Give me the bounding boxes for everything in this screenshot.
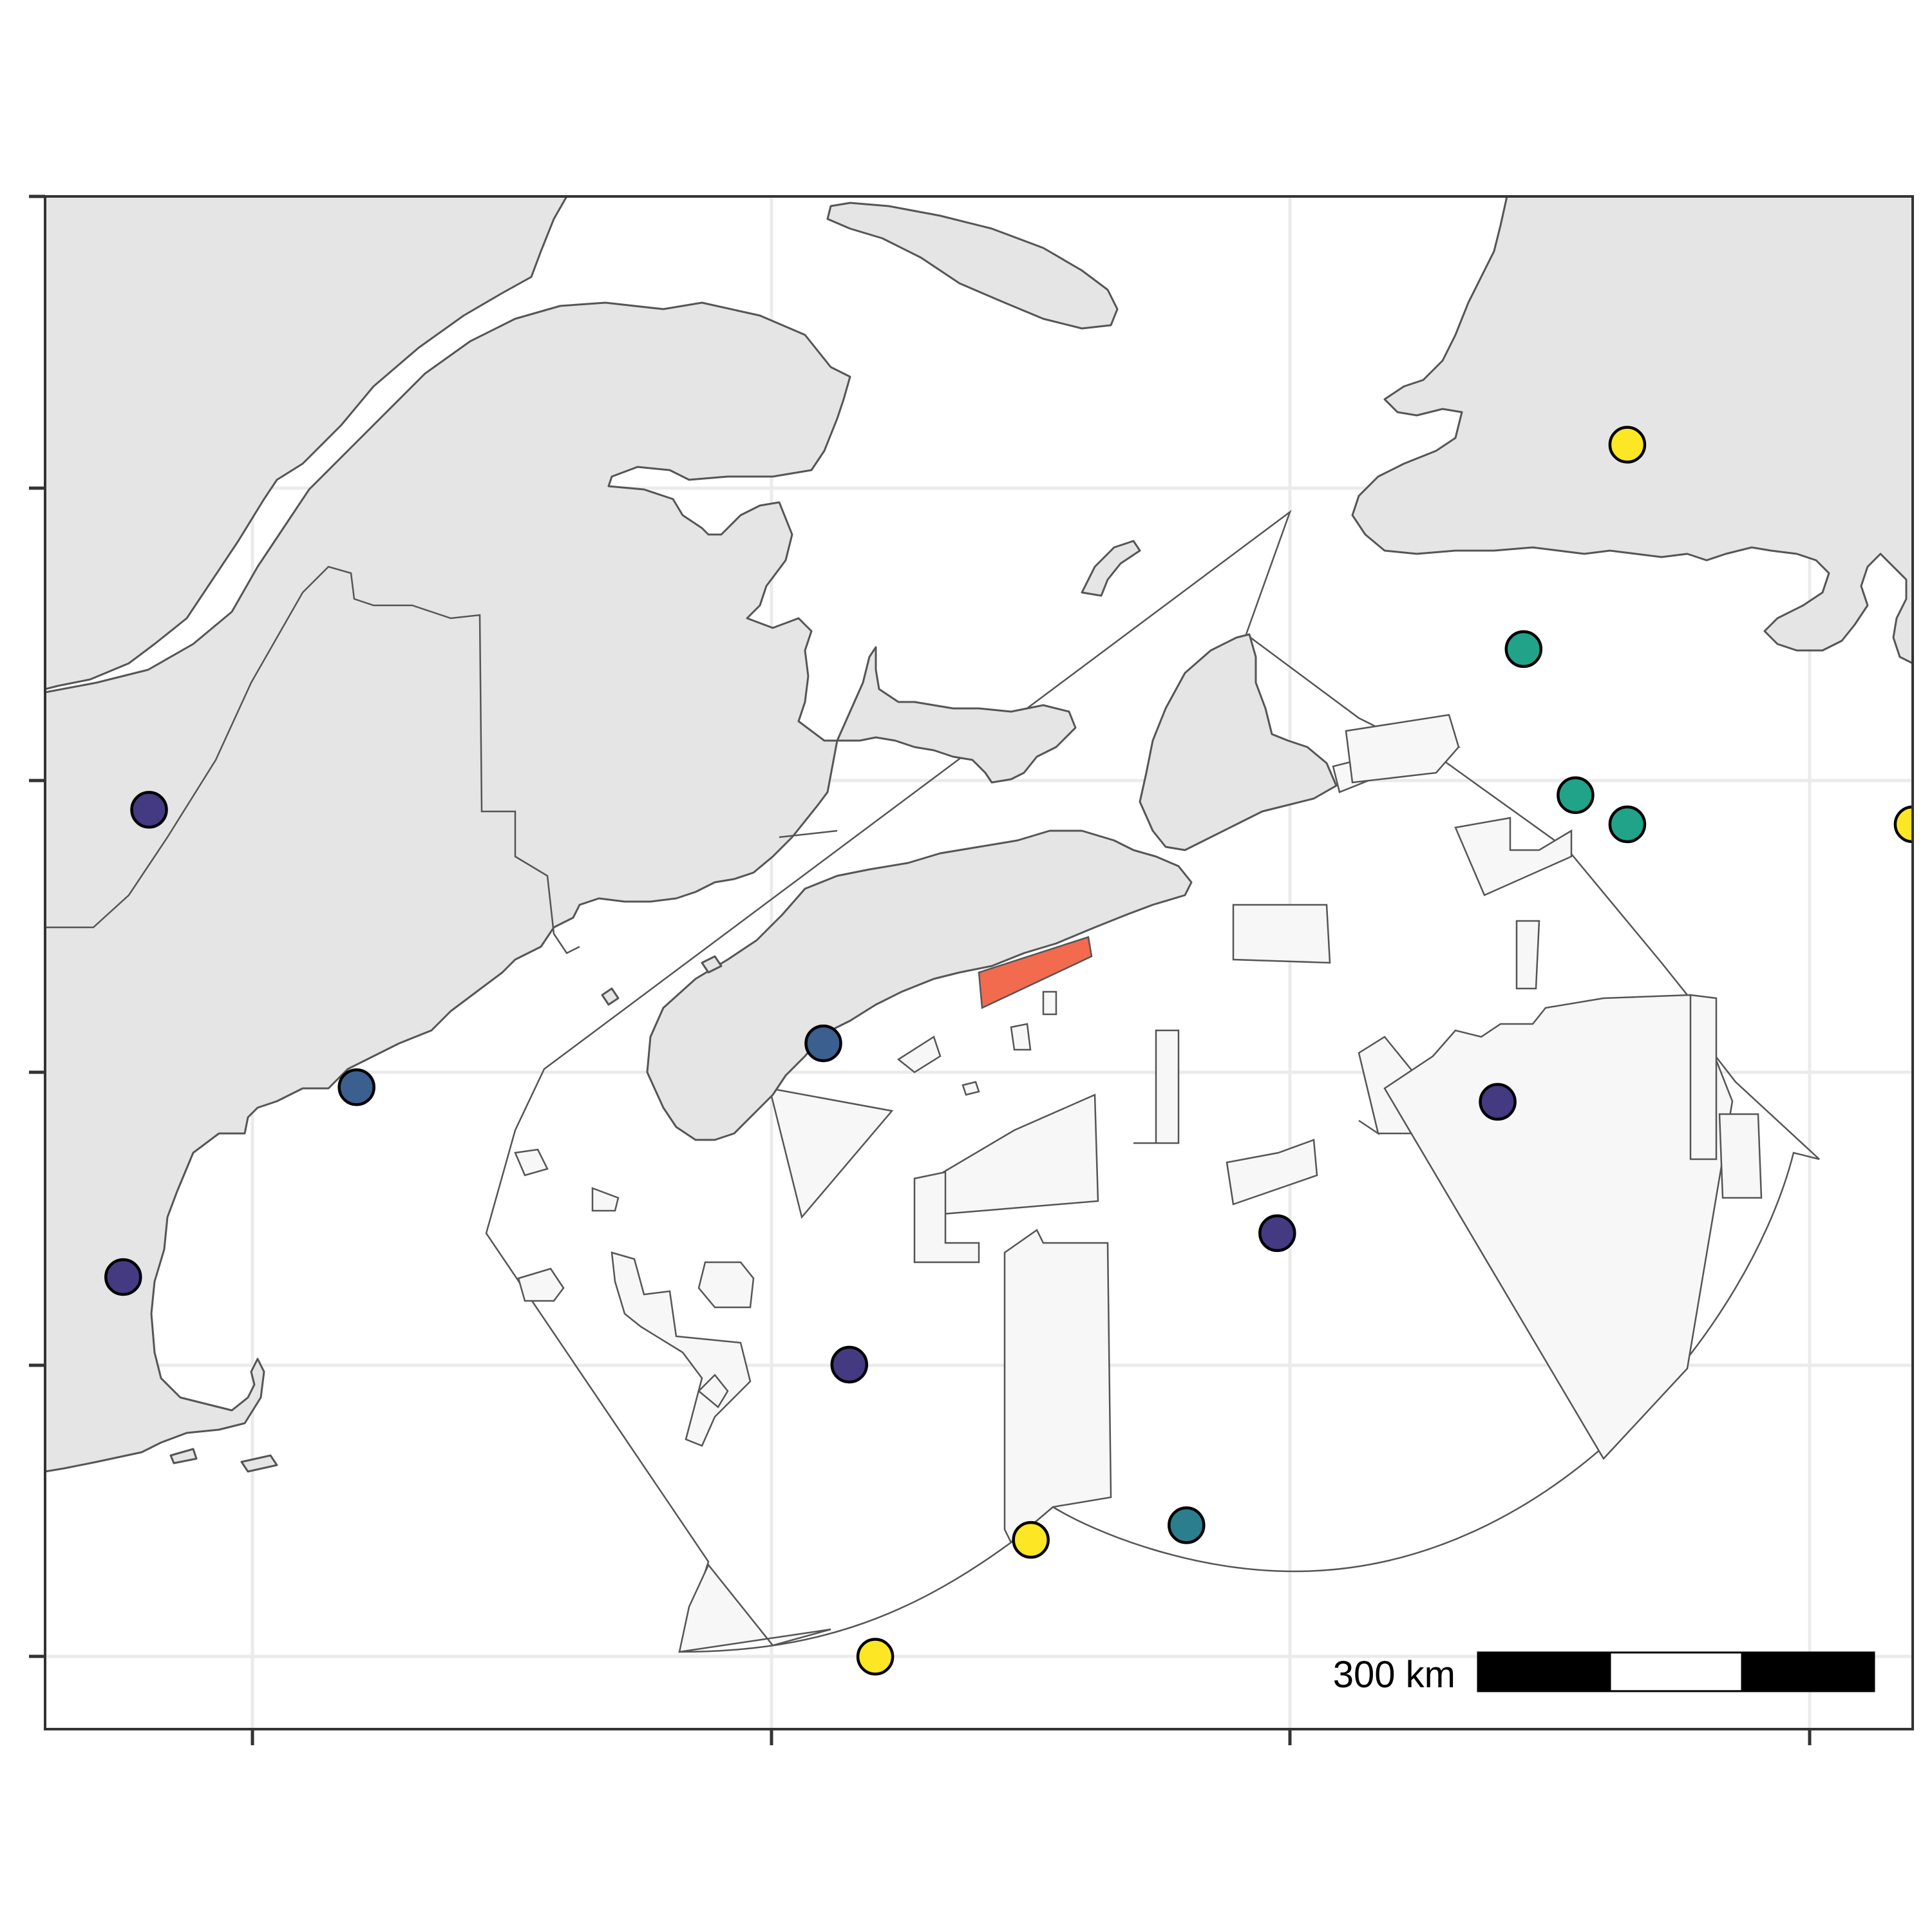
closed-area xyxy=(961,1081,980,1096)
closed-area xyxy=(1232,904,1331,964)
closed-area xyxy=(1689,994,1718,1160)
scale-bar-segment xyxy=(1477,1651,1611,1692)
boundary-quebec-maine xyxy=(45,565,580,954)
site-marker xyxy=(1012,1520,1050,1559)
closed-area xyxy=(1042,990,1057,1016)
closed-area xyxy=(896,1036,942,1074)
scale-bar-segment xyxy=(1741,1651,1875,1692)
land-anticosti-island xyxy=(826,202,1119,330)
land-small-island xyxy=(601,987,620,1006)
land-marthas-vineyard xyxy=(169,1448,198,1464)
land-small-island xyxy=(701,955,723,974)
closed-areas xyxy=(514,714,1763,1653)
closed-area xyxy=(517,1267,565,1302)
closed-area xyxy=(1454,817,1573,896)
closed-area xyxy=(1515,920,1540,990)
site-marker xyxy=(1258,1214,1296,1253)
land-nova-scotia xyxy=(646,829,1193,1141)
land-mainland xyxy=(45,301,851,1473)
site-marker xyxy=(804,1024,842,1063)
closed-area xyxy=(1345,714,1460,784)
scale-bar-segment xyxy=(1609,1651,1743,1692)
study-area-outline xyxy=(485,509,1820,1653)
land-prince-edward-island xyxy=(836,646,1077,784)
site-marker xyxy=(1504,630,1543,668)
site-marker xyxy=(104,1258,142,1296)
site-marker xyxy=(1608,426,1647,464)
closed-area xyxy=(1010,1023,1032,1051)
closed-area xyxy=(768,1087,894,1219)
land-cape-breton xyxy=(1139,633,1338,851)
scale-bar: 300 km xyxy=(1333,1651,1875,1696)
sampling-sites xyxy=(104,426,1913,1676)
closed-area xyxy=(514,1148,549,1177)
site-marker xyxy=(1168,1506,1206,1544)
land-quebec-north-shore xyxy=(45,196,568,690)
axis-ticks xyxy=(29,194,1812,1745)
site-marker xyxy=(337,1068,375,1106)
closed-area xyxy=(591,1187,620,1212)
closed-area xyxy=(697,1374,729,1408)
closed-area xyxy=(1133,1029,1180,1144)
closed-area xyxy=(678,1563,831,1653)
closed-area xyxy=(1003,1229,1112,1544)
site-marker xyxy=(130,791,168,829)
site-marker xyxy=(1557,776,1595,814)
highlight-area xyxy=(978,936,1093,1009)
site-marker xyxy=(830,1345,869,1384)
closed-area xyxy=(1718,1113,1763,1199)
site-marker xyxy=(856,1638,895,1676)
closed-area xyxy=(1383,994,1734,1461)
site-marker xyxy=(1608,805,1647,844)
closed-area xyxy=(697,1261,755,1309)
land-magdalen-islands xyxy=(1081,540,1141,597)
land-nantucket xyxy=(240,1454,278,1473)
boundary-nb-ns xyxy=(779,829,838,838)
admin-boundaries xyxy=(45,565,838,954)
map-panel-border xyxy=(44,195,1914,1730)
site-marker xyxy=(1479,1083,1517,1121)
scale-bar-label: 300 km xyxy=(1333,1654,1455,1696)
closed-area xyxy=(1226,1139,1318,1206)
closed-area xyxy=(913,1171,980,1264)
